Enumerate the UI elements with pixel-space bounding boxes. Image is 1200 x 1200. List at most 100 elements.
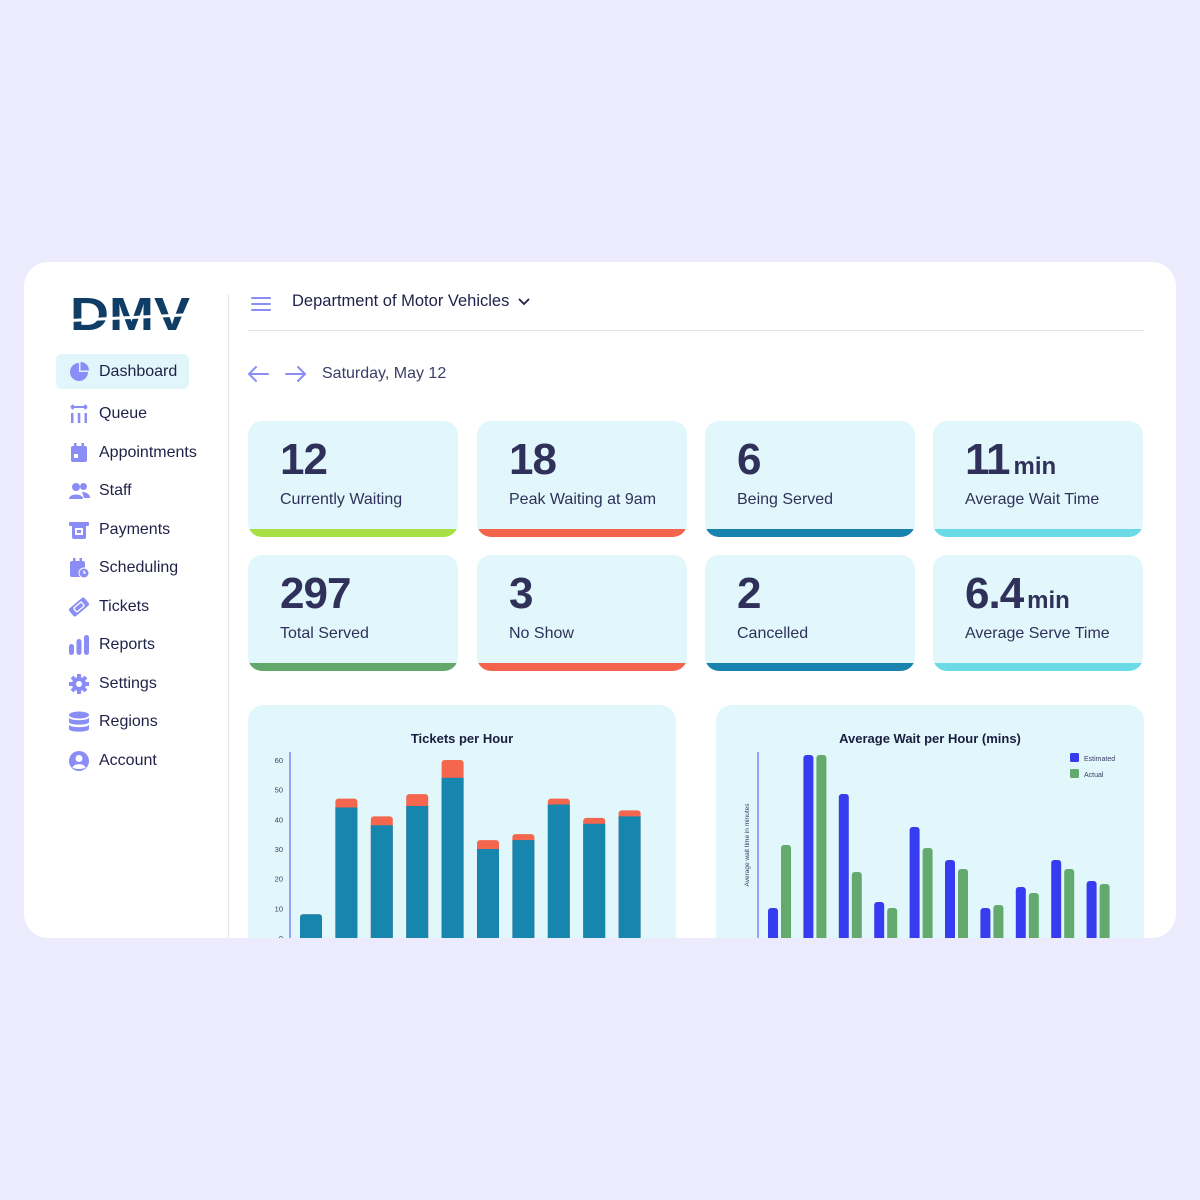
current-date: Saturday, May 12: [322, 365, 447, 382]
stat-card-peak-waiting-at-9am[interactable]: 18 Peak Waiting at 9am: [477, 421, 687, 537]
chart-title: Average Wait per Hour (mins): [839, 731, 1021, 746]
y-tick-label: 0: [279, 934, 283, 938]
stat-label: Being Served: [737, 491, 834, 508]
arrow-right-icon[interactable]: [284, 365, 308, 383]
sidebar-item-label: Queue: [99, 405, 148, 423]
stat-accent-bar: [248, 663, 458, 671]
stat-card-no-show[interactable]: 3 No Show: [477, 555, 687, 671]
stat-value: 18: [509, 435, 557, 484]
stat-unit: min: [1027, 587, 1070, 614]
organization-name: Department of Motor Vehicles: [292, 292, 510, 310]
bar-segment-base: [335, 807, 358, 938]
sidebar-item-label: Tickets: [99, 597, 150, 615]
tickets-per-hour-chart: Tickets per Hour 0 10 20 30 40 50 60: [248, 705, 676, 938]
stat-accent-bar: [477, 529, 687, 537]
bar-estimated: [874, 902, 885, 938]
app-window: DMV Dashboard Queue Appointments Staff Payme…: [24, 262, 1176, 938]
sidebar-item-label: Settings: [99, 674, 157, 692]
bar-estimated: [803, 755, 814, 938]
chevron-down-icon: [518, 297, 530, 305]
svg-text:DMV: DMV: [70, 292, 190, 332]
sidebar-item-dashboard[interactable]: Dashboard: [56, 354, 189, 389]
bar-estimated: [945, 860, 955, 938]
bar-segment-base: [512, 840, 535, 938]
top-bar: Department of Motor Vehicles: [248, 292, 1144, 331]
legend-swatch-actual: [1070, 769, 1079, 778]
bar-segment-base: [441, 777, 464, 938]
calendar-icon: [68, 442, 90, 464]
sidebar-item-label: Scheduling: [99, 559, 179, 577]
stat-accent-bar: [705, 529, 915, 537]
user-circle-icon: [68, 750, 90, 772]
sidebar-item-payments[interactable]: Payments: [56, 511, 226, 550]
bar-actual: [816, 755, 827, 938]
stat-value: 6.4 min: [965, 569, 1070, 618]
organization-selector[interactable]: Department of Motor Vehicles: [292, 292, 531, 311]
arrow-left-icon[interactable]: [246, 365, 270, 383]
stat-value: 297: [280, 569, 351, 618]
stat-label: Currently Waiting: [280, 491, 403, 508]
stat-label: Total Served: [280, 625, 369, 642]
sidebar-item-reports[interactable]: Reports: [56, 626, 226, 665]
sidebar-item-label: Account: [99, 751, 157, 769]
stat-card-average-wait-time[interactable]: 11 min Average Wait Time: [933, 421, 1143, 537]
stat-unit: min: [1013, 453, 1057, 480]
sidebar-item-label: Dashboard: [99, 362, 178, 380]
stat-card-cancelled[interactable]: 2 Cancelled: [705, 555, 915, 671]
stat-value: 2: [737, 569, 762, 618]
bar-actual: [1028, 893, 1039, 938]
stat-accent-bar: [705, 663, 915, 671]
y-tick-label: 40: [275, 815, 283, 824]
stat-label: Average Serve Time: [965, 625, 1110, 642]
sidebar-item-appointments[interactable]: Appointments: [56, 434, 226, 473]
bar-segment-base: [370, 825, 393, 938]
ticket-icon: [68, 596, 90, 618]
bar-actual: [887, 908, 898, 938]
stat-label: Peak Waiting at 9am: [509, 491, 657, 508]
bar-actual: [993, 905, 1004, 938]
bar-actual: [958, 869, 968, 938]
sidebar-item-scheduling[interactable]: Scheduling: [56, 549, 226, 588]
queue-icon: [68, 403, 90, 425]
y-axis-label: Average wait time in minutes: [744, 803, 751, 887]
y-tick-label: 60: [275, 756, 283, 765]
sidebar-item-tickets[interactable]: Tickets: [56, 588, 226, 627]
pie-chart-icon: [68, 361, 90, 383]
dmv-logo[interactable]: DMV: [70, 292, 192, 332]
stat-card-average-serve-time[interactable]: 6.4 min Average Serve Time: [933, 555, 1143, 671]
gear-icon: [68, 673, 90, 695]
legend-swatch-estimated: [1070, 753, 1079, 762]
bar-actual: [781, 845, 791, 938]
sidebar-item-queue[interactable]: Queue: [56, 395, 226, 434]
bar-segment-base: [583, 823, 606, 938]
bar-segment-base: [547, 804, 570, 938]
bar-estimated: [909, 827, 920, 938]
hamburger-menu-icon[interactable]: [251, 296, 271, 312]
stat-card-total-served[interactable]: 297 Total Served: [248, 555, 458, 671]
stat-card-currently-waiting[interactable]: 12 Currently Waiting: [248, 421, 458, 537]
bar-segment-base: [406, 805, 429, 938]
sidebar-item-settings[interactable]: Settings: [56, 665, 226, 704]
database-icon: [68, 711, 90, 733]
sidebar-item-regions[interactable]: Regions: [56, 703, 226, 742]
payment-terminal-icon: [68, 519, 90, 541]
sidebar-item-account[interactable]: Account: [56, 742, 226, 781]
stat-accent-bar: [477, 663, 687, 671]
y-tick-label: 20: [275, 875, 283, 884]
chart-title: Tickets per Hour: [410, 731, 514, 746]
sidebar-item-label: Regions: [99, 713, 158, 731]
stat-label: Cancelled: [737, 625, 809, 642]
bar-estimated: [980, 908, 991, 938]
stat-label: Average Wait Time: [965, 491, 1100, 508]
users-icon: [68, 480, 90, 502]
sidebar-item-staff[interactable]: Staff: [56, 472, 226, 511]
stat-label: No Show: [509, 625, 574, 642]
calendar-clock-icon: [68, 557, 90, 579]
date-navigator: Saturday, May 12: [246, 365, 446, 383]
sidebar-divider: [228, 294, 229, 938]
stat-value: 11 min: [965, 435, 1057, 484]
bar-estimated: [1086, 881, 1097, 938]
stat-card-being-served[interactable]: 6 Being Served: [705, 421, 915, 537]
bar-actual: [851, 872, 862, 938]
bar-actual: [1099, 884, 1110, 938]
